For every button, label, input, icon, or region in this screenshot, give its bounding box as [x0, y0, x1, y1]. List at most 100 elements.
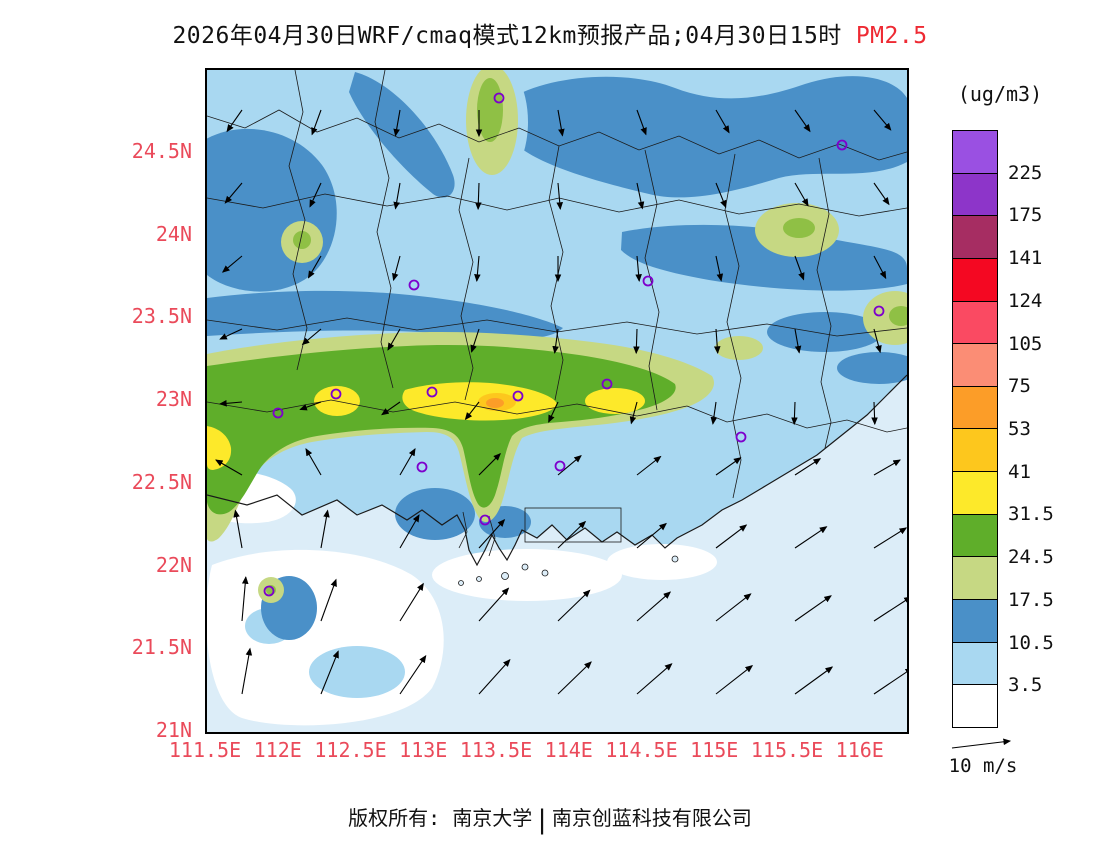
wind-arrow — [871, 401, 878, 426]
lat-tick-label: 23N — [155, 387, 192, 411]
footer-separator: | — [534, 805, 550, 835]
station-marker — [554, 460, 566, 472]
legend-labels: 225 175 141 124 105 75 53 41 31.5 24.5 17.5 10.5 3.5 — [1008, 130, 1078, 728]
lon-tick-label: 114E — [544, 738, 593, 762]
legend-color-block — [953, 557, 997, 601]
wind-arrow — [636, 522, 667, 549]
wind-arrow — [226, 109, 243, 133]
legend-level-label: 24.5 — [1008, 546, 1054, 569]
legend-color-block — [953, 344, 997, 387]
wind-arrow — [221, 255, 243, 273]
wind-arrow-layer — [215, 109, 907, 695]
wind-arrow — [715, 255, 724, 282]
lat-tick-label: 24.5N — [131, 138, 192, 163]
lat-tick-label: 22N — [155, 552, 192, 577]
wind-reference-label: 10 m/s — [948, 755, 1018, 777]
legend-color-block — [953, 685, 997, 727]
wind-arrow — [399, 654, 427, 695]
wind-arrow — [794, 458, 822, 476]
wind-arrow — [873, 667, 907, 695]
wind-arrow — [873, 527, 907, 549]
legend-unit-label: (ug/m3) — [957, 82, 1043, 106]
wind-arrow — [636, 663, 673, 695]
wind-arrow — [794, 328, 802, 354]
wind-arrow — [794, 666, 834, 695]
legend-color-block — [953, 472, 997, 515]
wind-arrow — [715, 109, 730, 134]
wind-arrow — [629, 401, 638, 425]
wind-arrow — [715, 665, 754, 695]
station-marker-layer — [263, 92, 885, 597]
wind-arrow — [552, 328, 559, 354]
lat-tick-label: 22.5N — [131, 469, 192, 494]
wind-arrow — [715, 457, 742, 476]
wind-arrow — [873, 459, 901, 476]
color-legend: 225 175 141 124 105 75 53 41 31.5 24.5 17.5 10.5 3.5 — [952, 130, 1092, 728]
wind-reference: 10 m/s — [948, 732, 1038, 782]
wind-arrow — [557, 661, 592, 695]
legend-level-label: 141 — [1008, 247, 1043, 270]
wind-arrow — [556, 182, 564, 210]
legend-color-block — [953, 514, 997, 558]
wind-arrow — [873, 255, 887, 280]
legend-level-label: 41 — [1008, 460, 1031, 483]
station-marker — [416, 461, 428, 473]
wind-arrow — [794, 255, 805, 281]
wind-arrow — [794, 526, 828, 549]
wind-arrow — [387, 328, 401, 351]
lon-tick-label: 113E — [399, 738, 448, 762]
lon-axis: 111.5E 112E 112.5E 113E 113.5E 114E 114.5E 115E… — [169, 738, 925, 764]
forecast-map — [207, 70, 907, 732]
lon-tick-label: 112.5E — [314, 738, 387, 762]
legend-color-block — [953, 386, 997, 430]
station-marker — [426, 386, 438, 398]
wind-arrow — [307, 255, 322, 279]
wind-arrow — [791, 401, 798, 426]
station-marker — [873, 305, 885, 317]
legend-level-label: 10.5 — [1008, 631, 1054, 654]
wind-arrow — [478, 587, 510, 622]
wind-arrow — [381, 401, 401, 416]
wind-arrow — [392, 255, 401, 282]
station-marker — [735, 431, 747, 443]
legend-bar — [952, 130, 998, 728]
copyright-company: 南京创蓝科技有限公司 — [551, 806, 752, 830]
lat-tick-label: 21.5N — [131, 635, 192, 660]
wind-arrow — [478, 453, 501, 476]
title-pollutant: PM2.5 — [855, 23, 928, 49]
wind-arrow — [478, 518, 506, 549]
wind-arrow — [478, 658, 511, 695]
legend-level-label: 17.5 — [1008, 588, 1054, 611]
lon-tick-label: 113.5E — [459, 738, 533, 762]
wind-arrow — [399, 448, 416, 476]
legend-level-label: 31.5 — [1008, 503, 1054, 526]
wind-arrow — [311, 109, 322, 136]
wind-arrow — [713, 328, 721, 354]
wind-arrow — [873, 109, 892, 131]
legend-color-block — [953, 600, 997, 643]
legend-color-block — [953, 258, 997, 302]
legend-level-label: 175 — [1008, 204, 1043, 227]
wind-arrow — [873, 596, 907, 622]
legend-color-block — [953, 642, 997, 686]
wind-arrow — [557, 520, 587, 549]
lat-tick-label: 23.5N — [131, 304, 192, 329]
wind-arrow — [794, 182, 809, 207]
station-marker — [408, 279, 420, 291]
wind-reference-arrow-icon — [951, 738, 1012, 749]
wind-arrow — [710, 401, 718, 425]
wind-arrow — [393, 109, 401, 137]
lon-tick-label: 116E — [835, 738, 884, 762]
wind-arrow — [715, 182, 727, 209]
legend-level-label: 105 — [1008, 332, 1043, 355]
contour-fill-layer — [207, 70, 907, 732]
station-marker — [263, 585, 275, 597]
title-text: 2026年04月30日WRF/cmaq模式12km预报产品;04月30日15时 — [172, 23, 842, 49]
station-marker — [642, 275, 654, 287]
wind-arrow — [475, 182, 482, 211]
wind-arrow — [224, 182, 243, 204]
wind-arrow — [548, 401, 559, 423]
page-title: 2026年04月30日WRF/cmaq模式12km预报产品;04月30日15时 P… — [0, 16, 1100, 50]
wind-arrow — [557, 589, 591, 622]
